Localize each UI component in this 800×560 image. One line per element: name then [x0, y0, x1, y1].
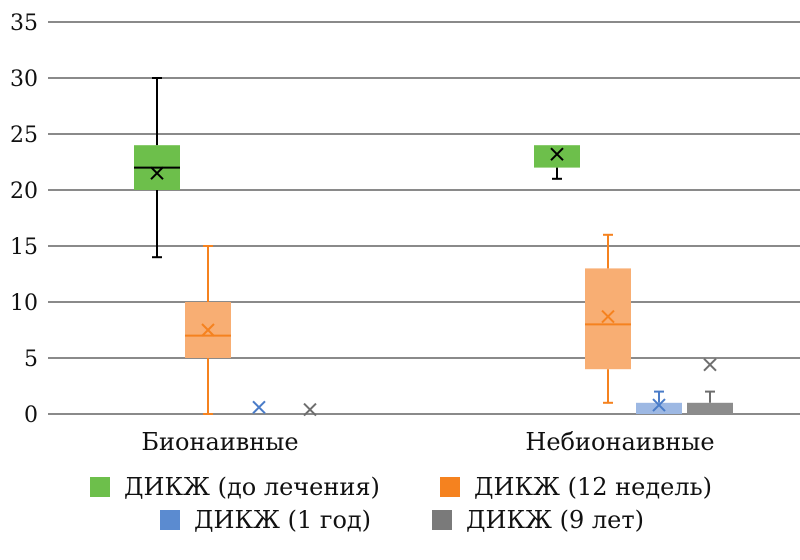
legend-label: ДИКЖ (9 лет) [466, 506, 644, 534]
category-label: Небионаивные [525, 428, 714, 456]
box-3-0 [303, 402, 317, 417]
legend-swatch [160, 510, 180, 530]
box-iqr [534, 145, 580, 168]
y-tick-label: 25 [10, 123, 38, 148]
mean-marker [703, 358, 717, 372]
box-0-1 [534, 145, 580, 180]
legend-label: ДИКЖ (12 недель) [474, 473, 712, 501]
mean-marker [652, 398, 666, 412]
box-iqr [636, 402, 682, 414]
y-tick-label: 20 [10, 179, 38, 204]
mean-marker [550, 147, 564, 161]
box-1-1 [585, 233, 631, 404]
legend-label: ДИКЖ (1 год) [194, 506, 371, 534]
box-iqr [585, 268, 631, 370]
legend-swatch [90, 477, 110, 497]
mean-marker [201, 323, 215, 337]
y-tick-label: 35 [10, 11, 38, 36]
box-1-0 [185, 245, 231, 415]
box-2-0 [252, 400, 266, 414]
box-2-1 [636, 390, 682, 414]
y-tick-label: 10 [10, 291, 38, 316]
legend-swatch [440, 477, 460, 497]
y-tick-label: 5 [24, 347, 38, 372]
legend-label: ДИКЖ (до лечения) [124, 473, 380, 501]
y-tick-label: 15 [10, 235, 38, 260]
y-tick-label: 0 [24, 403, 38, 428]
y-tick-label: 30 [10, 67, 38, 92]
box-0-0 [134, 77, 180, 259]
mean-marker [150, 166, 164, 180]
box-3-1 [687, 358, 733, 414]
mean-marker [303, 402, 317, 417]
mean-marker [601, 309, 615, 324]
legend-swatch [432, 510, 452, 530]
box-iqr [687, 402, 733, 414]
category-label: Бионаивные [141, 428, 298, 456]
mean-marker [252, 400, 266, 414]
